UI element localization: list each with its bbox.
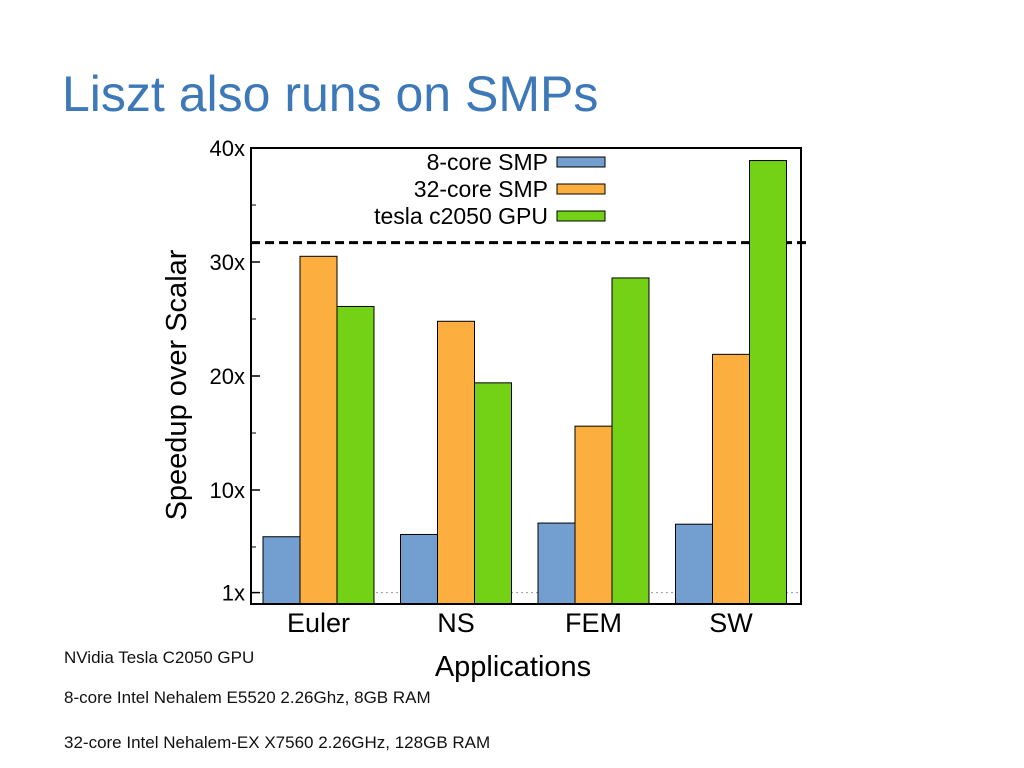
legend-swatch	[556, 156, 606, 168]
bar-fem-3	[611, 277, 650, 605]
legend-swatch	[556, 210, 606, 222]
x-axis-title: Applications	[435, 651, 591, 683]
bar-euler-2	[299, 255, 338, 605]
bar-ns-1	[400, 533, 438, 605]
bar-fem-1	[537, 522, 576, 605]
bar-sw-2	[712, 353, 750, 605]
bar-euler-1	[262, 536, 301, 605]
y-tick-label: 20x	[210, 364, 245, 389]
x-tick-label: FEM	[565, 608, 622, 638]
footnote-8core: 8-core Intel Nehalem E5520 2.26Ghz, 8GB …	[64, 688, 431, 707]
x-tick-label: Euler	[287, 608, 350, 638]
legend-label: 32-core SMP	[414, 176, 548, 202]
x-tick-label: NS	[437, 608, 475, 638]
legend-swatch	[556, 183, 606, 195]
bar-fem-2	[574, 425, 613, 605]
speedup-bar-chart: Euler NS FEM SW 1x 10x 20x 30x 40x Applications Sp…	[161, 136, 810, 683]
bar-sw-1	[675, 523, 713, 605]
bar-ns-3	[474, 382, 512, 605]
y-axis-title: Speedup over Scalar	[161, 249, 193, 520]
legend-label: tesla c2050 GPU	[374, 203, 548, 229]
slide-title: Liszt also runs on SMPs	[62, 66, 599, 122]
bar-ns-2	[437, 320, 475, 605]
bar-sw-3	[749, 160, 787, 605]
legend-label: 8-core SMP	[427, 149, 548, 175]
y-tick-label: 10x	[210, 478, 245, 503]
bar-euler-3	[336, 305, 375, 605]
footnote-32core: 32-core Intel Nehalem-EX X7560 2.26GHz, …	[64, 733, 491, 752]
y-tick-label: 30x	[210, 250, 245, 275]
y-tick-label: 1x	[222, 581, 245, 606]
footnote-gpu: NVidia Tesla C2050 GPU	[64, 648, 255, 667]
x-tick-label: SW	[709, 608, 753, 638]
y-tick-label: 40x	[210, 136, 245, 161]
